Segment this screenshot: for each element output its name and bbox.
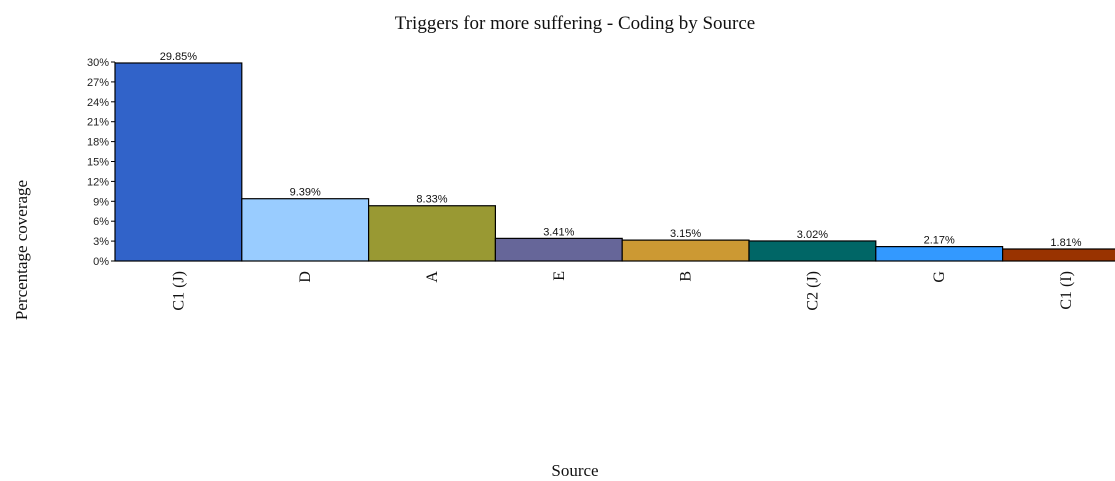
bar [621, 239, 750, 262]
category-label: D [297, 271, 314, 283]
category-label: G [931, 271, 948, 283]
x-axis-title: Source [551, 461, 598, 480]
y-tick-label: 3% [93, 236, 109, 248]
category-label: E [551, 271, 568, 281]
bar [748, 240, 877, 262]
y-tick-label: 9% [93, 196, 109, 208]
bar [114, 62, 243, 262]
bar [875, 246, 1004, 262]
category-label: B [678, 271, 695, 282]
y-tick-label: 0% [93, 256, 109, 268]
category-label: C1 (I) [1058, 271, 1075, 310]
y-tick-label: 24% [87, 97, 109, 109]
value-labels-group: 29.85% 9.39% 8.33% 3.41% 3.15% 3.02% 2.17% 1.81… [160, 51, 1082, 249]
chart-title: Triggers for more suffering - Coding by … [395, 13, 755, 34]
bar-value-label: 3.15% [670, 228, 701, 240]
category-label: C1 (J) [170, 271, 187, 311]
category-label: C2 (J) [804, 271, 821, 311]
y-tick-label: 12% [87, 176, 109, 188]
bar-value-label: 8.33% [416, 194, 447, 206]
bar [241, 198, 370, 262]
x-axis: C1 (J) D A E B C2 (J) G C1 (I) [170, 271, 1075, 311]
y-tick-label: 6% [93, 216, 109, 228]
bars-group [114, 62, 1115, 262]
y-tick-label: 15% [87, 157, 109, 169]
category-label: A [424, 271, 441, 283]
y-tick-label: 30% [87, 57, 109, 69]
bar [368, 205, 497, 262]
bar-value-label: 29.85% [160, 51, 198, 63]
y-tick-label: 27% [87, 77, 109, 89]
bar [1001, 248, 1115, 262]
y-tick-label: 21% [87, 117, 109, 129]
bar-value-label: 1.81% [1050, 237, 1081, 249]
y-tick-label: 18% [87, 137, 109, 149]
y-axis-title: Percentage coverage [12, 180, 31, 320]
bar-value-label: 9.39% [290, 187, 321, 199]
bar-value-label: 2.17% [924, 235, 955, 247]
bar-value-label: 3.41% [543, 226, 574, 238]
bar-value-label: 3.02% [797, 229, 828, 241]
y-axis: 0% 3% 6% 9% 12% 15% 18% 21% 24% 27% 30% [87, 57, 116, 268]
bar [494, 237, 623, 262]
